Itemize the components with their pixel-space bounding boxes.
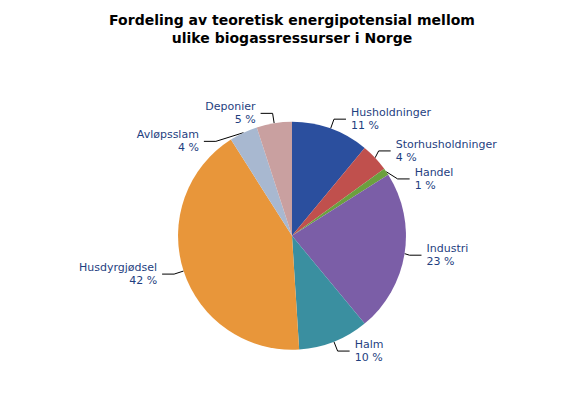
- svg-text:4 %: 4 %: [396, 151, 417, 164]
- svg-text:5 %: 5 %: [235, 113, 256, 126]
- svg-text:1 %: 1 %: [415, 179, 436, 192]
- svg-text:Handel: Handel: [415, 166, 454, 179]
- svg-text:ulike biogassressurser i Norge: ulike biogassressurser i Norge: [172, 30, 412, 46]
- svg-text:11 %: 11 %: [351, 119, 379, 132]
- svg-text:Avløpsslam: Avløpsslam: [137, 128, 199, 141]
- svg-text:Husdyrgjødsel: Husdyrgjødsel: [79, 261, 157, 274]
- svg-text:42 %: 42 %: [129, 274, 157, 287]
- svg-text:Halm: Halm: [355, 338, 384, 351]
- svg-text:Deponier: Deponier: [205, 100, 256, 113]
- svg-text:Fordeling av teoretisk energip: Fordeling av teoretisk energipotensial m…: [109, 12, 475, 28]
- svg-text:23 %: 23 %: [426, 255, 454, 268]
- svg-text:Husholdninger: Husholdninger: [351, 106, 431, 119]
- svg-text:Storhusholdninger: Storhusholdninger: [396, 138, 498, 151]
- svg-text:10 %: 10 %: [355, 351, 383, 364]
- svg-text:4 %: 4 %: [178, 141, 199, 154]
- svg-text:Industri: Industri: [426, 242, 468, 255]
